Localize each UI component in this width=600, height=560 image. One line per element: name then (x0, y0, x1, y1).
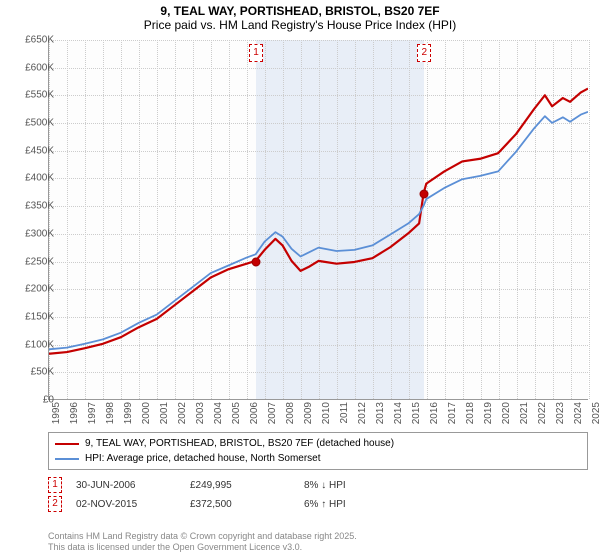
footnote-marker-2: 2 (48, 496, 62, 512)
plot-area: 12 (48, 40, 588, 400)
footnote-price-1: £249,995 (190, 480, 290, 491)
xtick-label: 1997 (87, 402, 98, 432)
xtick-label: 1998 (105, 402, 116, 432)
xtick-label: 2007 (267, 402, 278, 432)
sale-marker-label-1: 1 (249, 44, 263, 62)
xtick-label: 2020 (501, 402, 512, 432)
line-series-svg (49, 40, 588, 399)
ytick-label: £0 (10, 395, 54, 406)
xtick-label: 2010 (321, 402, 332, 432)
footnote-date-2: 02-NOV-2015 (76, 499, 176, 510)
xtick-label: 1995 (51, 402, 62, 432)
xtick-label: 2023 (555, 402, 566, 432)
ytick-label: £500K (10, 118, 54, 129)
xtick-label: 2001 (159, 402, 170, 432)
ytick-label: £400K (10, 173, 54, 184)
xtick-label: 2004 (213, 402, 224, 432)
legend-box: 9, TEAL WAY, PORTISHEAD, BRISTOL, BS20 7… (48, 432, 588, 470)
xtick-label: 2022 (537, 402, 548, 432)
xtick-label: 2016 (429, 402, 440, 432)
xtick-label: 2018 (465, 402, 476, 432)
xtick-label: 2011 (339, 402, 350, 432)
title-address: 9, TEAL WAY, PORTISHEAD, BRISTOL, BS20 7… (0, 4, 600, 18)
legend-label-price-paid: 9, TEAL WAY, PORTISHEAD, BRISTOL, BS20 7… (85, 436, 394, 451)
ytick-label: £550K (10, 90, 54, 101)
ytick-label: £450K (10, 145, 54, 156)
xtick-label: 2024 (573, 402, 584, 432)
ytick-label: £150K (10, 311, 54, 322)
footnote-marker-1: 1 (48, 477, 62, 493)
footnotes: 1 30-JUN-2006 £249,995 8% ↓ HPI 2 02-NOV… (48, 474, 588, 515)
legend-label-hpi: HPI: Average price, detached house, Nort… (85, 451, 321, 466)
xtick-label: 2003 (195, 402, 206, 432)
footnote-price-2: £372,500 (190, 499, 290, 510)
xtick-label: 2014 (393, 402, 404, 432)
xtick-label: 1999 (123, 402, 134, 432)
legend-swatch-hpi (55, 458, 79, 460)
xtick-label: 2025 (591, 402, 600, 432)
gridline-v (589, 40, 590, 399)
series-price_paid (49, 89, 588, 354)
ytick-label: £350K (10, 201, 54, 212)
ytick-label: £100K (10, 339, 54, 350)
legend-item-price-paid: 9, TEAL WAY, PORTISHEAD, BRISTOL, BS20 7… (55, 436, 581, 451)
xtick-label: 1996 (69, 402, 80, 432)
xtick-label: 2005 (231, 402, 242, 432)
ytick-label: £600K (10, 62, 54, 73)
xtick-label: 2000 (141, 402, 152, 432)
chart-container: 9, TEAL WAY, PORTISHEAD, BRISTOL, BS20 7… (0, 0, 600, 560)
series-hpi (49, 112, 588, 350)
ytick-label: £650K (10, 35, 54, 46)
legend-item-hpi: HPI: Average price, detached house, Nort… (55, 451, 581, 466)
footnote-date-1: 30-JUN-2006 (76, 480, 176, 491)
xtick-label: 2017 (447, 402, 458, 432)
xtick-label: 2008 (285, 402, 296, 432)
copyright-line2: This data is licensed under the Open Gov… (48, 542, 357, 554)
xtick-label: 2019 (483, 402, 494, 432)
xtick-label: 2006 (249, 402, 260, 432)
ytick-label: £50K (10, 367, 54, 378)
chart-titles: 9, TEAL WAY, PORTISHEAD, BRISTOL, BS20 7… (0, 0, 600, 34)
copyright-line1: Contains HM Land Registry data © Crown c… (48, 531, 357, 543)
xtick-label: 2013 (375, 402, 386, 432)
ytick-label: £200K (10, 284, 54, 295)
xtick-label: 2015 (411, 402, 422, 432)
footnote-delta-1: 8% ↓ HPI (304, 480, 424, 491)
footnote-row-1: 1 30-JUN-2006 £249,995 8% ↓ HPI (48, 477, 588, 493)
xtick-label: 2002 (177, 402, 188, 432)
legend-swatch-price-paid (55, 443, 79, 445)
ytick-label: £250K (10, 256, 54, 267)
sale-marker-label-2: 2 (417, 44, 431, 62)
xtick-label: 2021 (519, 402, 530, 432)
footnote-row-2: 2 02-NOV-2015 £372,500 6% ↑ HPI (48, 496, 588, 512)
title-subtitle: Price paid vs. HM Land Registry's House … (0, 18, 600, 32)
xtick-label: 2009 (303, 402, 314, 432)
sale-point-2 (420, 189, 429, 198)
sale-point-1 (252, 257, 261, 266)
xtick-label: 2012 (357, 402, 368, 432)
copyright-notice: Contains HM Land Registry data © Crown c… (48, 531, 357, 554)
footnote-delta-2: 6% ↑ HPI (304, 499, 424, 510)
ytick-label: £300K (10, 228, 54, 239)
